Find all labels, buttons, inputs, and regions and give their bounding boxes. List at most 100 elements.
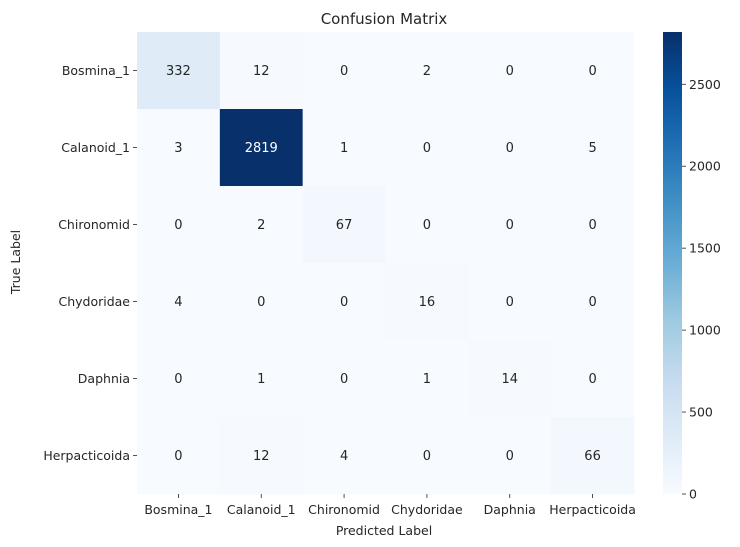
cell-value-label: 0: [588, 372, 596, 387]
heatmap-cell: [468, 263, 552, 341]
heatmap-cell: [302, 340, 386, 418]
heatmap-cell: [385, 340, 469, 418]
y-tick-label: Chironomid: [58, 217, 130, 232]
colorbar-tick-label: 0: [689, 487, 697, 502]
cell-value-label: 0: [423, 449, 431, 464]
heatmap-cell: [385, 417, 469, 495]
heatmap-cell: [551, 340, 635, 418]
cell-value-label: 16: [419, 295, 436, 310]
x-tick-label: Chydoridae: [391, 502, 463, 517]
colorbar-tick-label: 1500: [689, 241, 721, 256]
heatmap-cell: [385, 263, 469, 341]
y-tick-label: Bosmina_1: [62, 63, 130, 78]
x-tick-label: Chironomid: [308, 502, 380, 517]
heatmap-cell: [302, 263, 386, 341]
cell-value-label: 0: [174, 218, 182, 233]
heatmap-cell: [219, 186, 304, 264]
heatmap-cell: [302, 32, 386, 110]
x-tick-label: Calanoid_1: [227, 502, 296, 517]
x-tick-label: Daphnia: [484, 502, 536, 517]
heatmap-cell: [551, 417, 635, 495]
heatmap-cell: [551, 186, 635, 264]
cell-value-label: 5: [588, 141, 596, 156]
heatmap-cell: [302, 109, 386, 187]
cell-value-label: 0: [174, 449, 182, 464]
cell-value-label: 67: [336, 218, 353, 233]
heatmap-cell: [219, 109, 304, 187]
heatmap-cell: [551, 263, 635, 341]
x-axis-ticks: Bosmina_1 Calanoid_1 Chironomid Chydoridae D…: [144, 494, 636, 517]
cell-value-label: 0: [506, 449, 514, 464]
heatmap-cell: [551, 32, 635, 110]
cell-value-label: 2: [423, 64, 431, 79]
cell-value-label: 2819: [245, 141, 278, 156]
heatmap-cell: [468, 417, 552, 495]
cell-value-label: 0: [423, 141, 431, 156]
cell-value-label: 0: [506, 141, 514, 156]
x-tick-label: Herpacticoida: [549, 502, 636, 517]
cell-value-label: 1: [340, 141, 348, 156]
y-tick-label: Chydoridae: [58, 294, 130, 309]
heatmap-cell: [137, 109, 221, 187]
colorbar: [663, 32, 682, 494]
cell-value-label: 4: [174, 295, 182, 310]
heatmap-cell: [219, 340, 304, 418]
heatmap-cell: [385, 109, 469, 187]
colorbar-tick-label: 2000: [689, 159, 721, 174]
heatmap-cell: [137, 32, 221, 110]
cell-value-label: 1: [257, 372, 265, 387]
cell-value-label: 14: [501, 372, 518, 387]
heatmap-cell: [468, 186, 552, 264]
cell-value-label: 0: [506, 295, 514, 310]
heatmap-cell: [219, 417, 304, 495]
cell-value-label: 66: [584, 449, 601, 464]
heatmap-cell: [302, 417, 386, 495]
x-axis-label: Predicted Label: [336, 523, 432, 538]
cell-value-label: 3: [174, 141, 182, 156]
cell-value-label: 0: [340, 64, 348, 79]
heatmap-cell: [468, 340, 552, 418]
y-tick-label: Daphnia: [78, 371, 130, 386]
heatmap-cell: [468, 109, 552, 187]
heatmap-cell: [385, 186, 469, 264]
cell-value-label: 332: [166, 64, 191, 79]
cell-value-label: 0: [423, 218, 431, 233]
y-axis-ticks: Bosmina_1 Calanoid_1 Chironomid Chydoridae D…: [43, 63, 137, 463]
cell-value-label: 0: [340, 372, 348, 387]
cell-value-label: 0: [257, 295, 265, 310]
cell-value-label: 4: [340, 449, 348, 464]
cell-value-label: 0: [588, 218, 596, 233]
colorbar-tick-label: 1000: [689, 323, 721, 338]
cell-value-label: 1: [423, 372, 431, 387]
cell-value-labels: 332 12 0 2 0 0 3 2819 1 0 0 5 0 2 67 0 0 0 4 0 0 16 0 0 0 1 0 1 14 0 0…: [166, 64, 601, 464]
cell-value-label: 0: [174, 372, 182, 387]
cell-value-label: 0: [506, 218, 514, 233]
heatmap-cell: [137, 417, 221, 495]
cell-value-label: 12: [253, 64, 270, 79]
cell-value-label: 0: [588, 64, 596, 79]
heatmap-cell: [302, 186, 386, 264]
chart-title: Confusion Matrix: [321, 10, 448, 28]
heatmap-cell: [137, 263, 221, 341]
cell-value-label: 2: [257, 218, 265, 233]
x-tick-label: Bosmina_1: [144, 502, 212, 517]
y-axis-label: True Label: [8, 230, 23, 295]
cell-value-label: 0: [588, 295, 596, 310]
y-tick-label: Herpacticoida: [43, 448, 130, 463]
heatmap-cell: [219, 32, 304, 110]
heatmap-cell: [219, 263, 304, 341]
heatmap-cell: [137, 340, 221, 418]
heatmap-cell: [468, 32, 552, 110]
colorbar-tick-label: 500: [689, 405, 713, 420]
heatmap-cell: [385, 32, 469, 110]
y-tick-label: Calanoid_1: [61, 140, 130, 155]
colorbar-tick-label: 2500: [689, 77, 721, 92]
colorbar-ticks: 0 500 1000 1500 2000 2500: [682, 77, 721, 502]
heatmap-cell: [551, 109, 635, 187]
cell-value-label: 12: [253, 449, 270, 464]
cell-value-label: 0: [506, 64, 514, 79]
heatmap-cell: [137, 186, 221, 264]
heatmap-cells: [137, 32, 635, 495]
cell-value-label: 0: [340, 295, 348, 310]
